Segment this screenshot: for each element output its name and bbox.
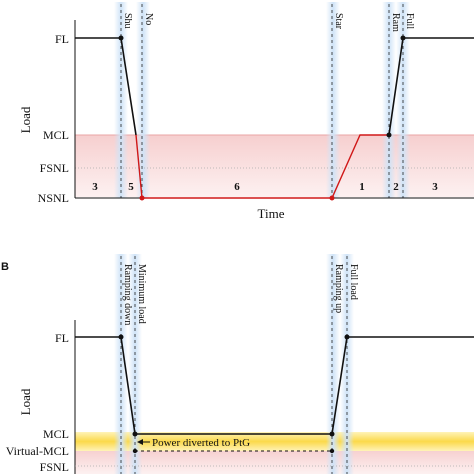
- panel-b-level-mcl: MCL: [43, 427, 69, 441]
- panel-a-level-fl: FL: [55, 32, 69, 46]
- panel-a-event-label-1: Shu: [122, 13, 133, 29]
- panel-a-marker-4: [386, 132, 392, 138]
- panel-a-event-glow-3: [326, 2, 340, 198]
- panel-a-event-label-4: Ram: [390, 13, 401, 32]
- panel-a-segment-3: 6: [234, 181, 240, 193]
- panel-b-marker-6: [329, 448, 335, 454]
- panel-a-event-label-5: Full: [404, 13, 415, 29]
- panel-a-mcl-band: [75, 135, 474, 197]
- panel-a-event-label-2: No: [143, 13, 154, 25]
- panel-b-y-axis-title: Load: [18, 388, 33, 415]
- panel-a: FL MCL FSNL NSNL Load Time Shu No Star R…: [18, 2, 474, 221]
- panel-b-event-label-3: Ramping up: [333, 264, 344, 313]
- panel-a-event-glow-2: [136, 2, 150, 198]
- panel-b-event-label-4: Full load: [348, 264, 359, 300]
- panel-a-segment-5: 2: [393, 181, 399, 193]
- panel-b-event-glow-3: [326, 254, 340, 474]
- panel-a-marker-5: [400, 35, 406, 41]
- panel-b-annotation: Power diverted to PtG: [152, 437, 250, 449]
- panel-b-marker-4: [344, 334, 350, 340]
- panel-a-level-mcl: MCL: [43, 128, 69, 142]
- panel-b-level-virtual-mcl: Virtual-MCL: [6, 444, 69, 458]
- panel-a-segment-6: 3: [432, 181, 438, 193]
- panel-a-segment-4: 1: [359, 181, 365, 193]
- panel-b-level-fl: FL: [55, 331, 69, 345]
- panel-b-marker-5: [132, 448, 138, 454]
- panel-b-curve: [75, 336, 474, 435]
- panel-b-letter: B: [1, 261, 9, 273]
- panel-a-marker-3: [329, 195, 335, 201]
- panel-a-event-label-3: Star: [333, 13, 344, 30]
- panel-b: B FL MCL Virtual-MCL FSNL Load Ramping d…: [1, 254, 474, 474]
- panel-b-arrow-head: [137, 439, 143, 445]
- panel-a-segment-2: 5: [128, 181, 134, 193]
- panel-b-marker-2: [132, 431, 138, 437]
- panel-a-level-fsnl: FSNL: [40, 161, 69, 175]
- panel-b-marker-1: [118, 334, 124, 340]
- panel-b-level-fsnl: FSNL: [40, 460, 69, 474]
- panel-b-event-lines: [120, 256, 348, 474]
- panel-a-level-nsnl: NSNL: [38, 191, 69, 205]
- panel-b-event-label-1: Ramping down: [122, 264, 133, 325]
- panel-a-segment-1: 3: [92, 181, 98, 193]
- panel-b-marker-3: [329, 431, 335, 437]
- panel-a-marker-1: [118, 35, 124, 41]
- panel-a-x-axis-title: Time: [258, 206, 285, 221]
- panel-b-event-label-2: Minimum load: [136, 264, 147, 324]
- panel-a-y-axis-title: Load: [18, 106, 33, 133]
- panel-a-marker-2: [139, 195, 145, 201]
- panel-b-yellow-band: [75, 432, 474, 451]
